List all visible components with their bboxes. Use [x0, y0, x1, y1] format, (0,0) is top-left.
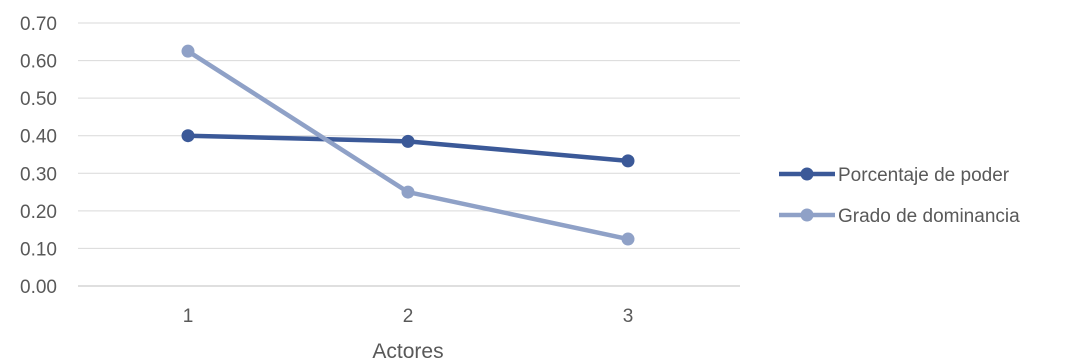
legend-label: Porcentaje de poder: [838, 165, 1010, 186]
x-tick-label: 3: [623, 306, 634, 327]
legend-item-2: Grado de dominancia: [779, 206, 1020, 227]
data-point: [401, 134, 415, 148]
series-lines: [181, 44, 635, 246]
legend-marker: [800, 167, 814, 181]
y-axis-ticks: 0.00 0.10 0.20 0.30 0.40 0.50 0.60 0.70: [20, 14, 57, 298]
y-tick-label: 0.30: [20, 164, 57, 185]
y-tick-label: 0.50: [20, 89, 57, 110]
legend-marker: [800, 208, 814, 222]
data-point: [401, 185, 415, 199]
data-point: [181, 129, 195, 143]
gridlines: [78, 22, 740, 287]
legend: Porcentaje de poder Grado de dominancia: [779, 165, 1020, 227]
x-tick-label: 1: [183, 306, 194, 327]
y-tick-label: 0.60: [20, 52, 57, 73]
data-point: [181, 44, 195, 58]
legend-item-1: Porcentaje de poder: [779, 165, 1010, 186]
y-tick-label: 0.00: [20, 277, 57, 298]
y-tick-label: 0.20: [20, 202, 57, 223]
x-tick-label: 2: [403, 306, 414, 327]
legend-label: Grado de dominancia: [838, 206, 1020, 227]
series-1: [181, 129, 635, 168]
data-point: [621, 232, 635, 246]
x-axis-title: Actores: [372, 340, 443, 361]
y-tick-label: 0.40: [20, 127, 57, 148]
y-tick-label: 0.70: [20, 14, 57, 35]
y-tick-label: 0.10: [20, 239, 57, 260]
x-axis-ticks: 1 2 3: [183, 306, 634, 327]
data-point: [621, 154, 635, 168]
series-2: [181, 44, 635, 246]
